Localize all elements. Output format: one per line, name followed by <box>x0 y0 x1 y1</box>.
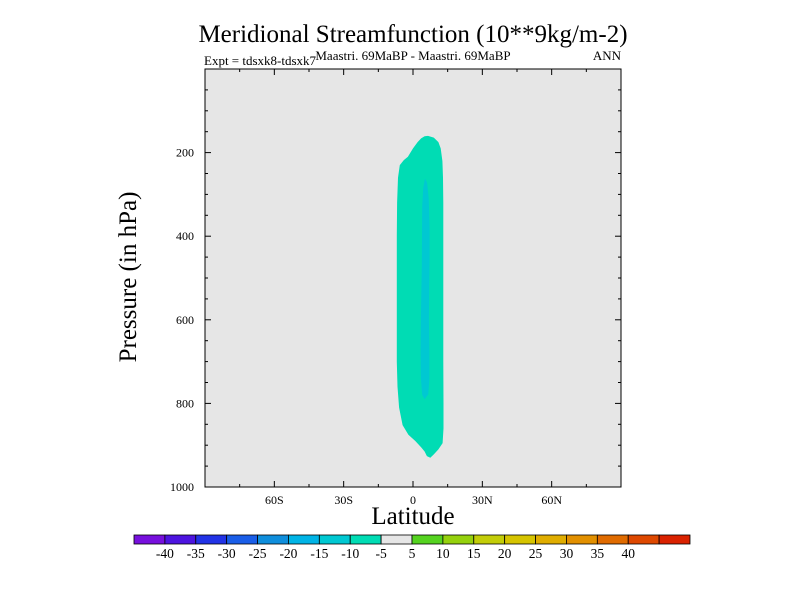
colorbar-swatch <box>658 534 691 545</box>
colorbar-label: -40 <box>156 546 174 561</box>
colorbar-label: 40 <box>621 546 635 561</box>
colorbar-swatch <box>380 534 413 545</box>
x-tick-label: 30S <box>334 493 353 507</box>
colorbar-swatch <box>195 534 228 545</box>
colorbar-label: 35 <box>591 546 605 561</box>
colorbar-label: -5 <box>375 546 386 561</box>
y-tick-label: 600 <box>176 313 194 327</box>
colorbar-label: 25 <box>529 546 543 561</box>
y-tick-label: 200 <box>176 146 194 160</box>
colorbar-label: -15 <box>310 546 328 561</box>
colorbar-swatch <box>473 534 506 545</box>
colorbar-swatch <box>627 534 660 545</box>
y-tick-label: 400 <box>176 229 194 243</box>
colorbar-swatch <box>133 534 166 545</box>
colorbar-label: -25 <box>249 546 267 561</box>
colorbar: -40 -35 -30 -25 -20 -15 -10 -5 5 10 15 20 25 30 35 40 <box>133 534 691 561</box>
axis-ticks: 60S 30S 0 30N 60N 200 400 600 800 1000 <box>170 69 621 507</box>
colorbar-swatch <box>442 534 475 545</box>
x-tick-label: 60S <box>265 493 284 507</box>
colorbar-label: -30 <box>218 546 236 561</box>
contour-region-1 <box>396 135 444 458</box>
colorbar-label: 10 <box>436 546 450 561</box>
colorbar-label: 5 <box>409 546 416 561</box>
colorbar-swatch <box>318 534 351 545</box>
x-tick-label: 0 <box>410 493 416 507</box>
contour-layer <box>396 135 444 458</box>
x-tick-label: 60N <box>541 493 562 507</box>
colorbar-label: 20 <box>498 546 512 561</box>
colorbar-swatch <box>164 534 197 545</box>
colorbar-swatch <box>504 534 536 545</box>
colorbar-label: -20 <box>279 546 297 561</box>
colorbar-label: 15 <box>467 546 481 561</box>
contour-region-2 <box>420 178 430 400</box>
y-tick-label: 1000 <box>170 480 194 494</box>
colorbar-label: -35 <box>187 546 205 561</box>
colorbar-swatch <box>411 534 444 545</box>
colorbar-swatch <box>226 534 258 545</box>
colorbar-swatch <box>535 534 567 545</box>
season-label: ANN <box>593 48 622 63</box>
y-tick-label: 800 <box>176 396 194 410</box>
colorbar-swatch <box>257 534 289 545</box>
colorbar-swatch <box>596 534 629 545</box>
colorbar-label: -10 <box>341 546 359 561</box>
colorbar-label: 30 <box>560 546 574 561</box>
y-axis-label: Pressure (in hPa) <box>115 192 142 363</box>
experiment-label: Expt = tdsxk8-tdsxk7 <box>204 53 317 68</box>
colorbar-swatch <box>288 534 320 545</box>
colorbar-swatch <box>349 534 382 545</box>
comparison-label: Maastri. 69MaBP - Maastri. 69MaBP <box>315 48 510 63</box>
colorbar-swatch <box>566 534 598 545</box>
x-axis-label: Latitude <box>371 503 454 530</box>
chart-title: Meridional Streamfunction (10**9kg/m-2) <box>198 21 627 48</box>
x-tick-label: 30N <box>472 493 493 507</box>
